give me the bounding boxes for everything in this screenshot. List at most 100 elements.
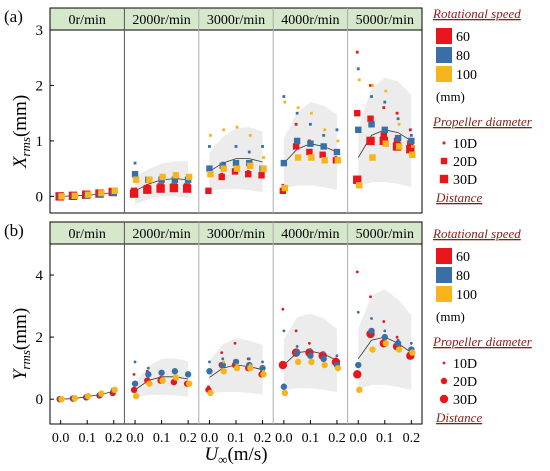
data-point: [208, 360, 211, 364]
data-point: [281, 184, 289, 192]
data-point: [322, 133, 326, 137]
legend-distance-marker: [442, 141, 446, 145]
legend-distance-label: 30D: [453, 393, 477, 408]
data-point: [235, 125, 239, 129]
data-point: [307, 140, 314, 147]
data-point: [383, 100, 387, 104]
data-point: [233, 165, 241, 172]
data-point: [222, 128, 226, 132]
data-point: [370, 95, 373, 98]
data-point: [408, 128, 412, 132]
data-point: [184, 371, 192, 378]
y-tick-label: 2: [36, 330, 44, 346]
data-point: [381, 126, 388, 134]
data-point: [247, 364, 254, 372]
data-point: [296, 106, 300, 110]
speed-header: 0r/min: [69, 227, 106, 242]
data-point: [132, 372, 136, 376]
data-point: [146, 366, 150, 370]
data-point: [185, 173, 193, 181]
legend-diameter-label: 100: [456, 288, 477, 303]
data-point: [396, 117, 400, 121]
legend-a: Rotational speed 60 80 100 (mm) Propeller dia…: [432, 6, 533, 205]
legend-rotational-title: Rotational speed: [432, 226, 521, 241]
legend-swatch: [436, 286, 452, 302]
data-point: [281, 389, 289, 397]
data-point: [380, 132, 387, 139]
legend-swatch: [436, 248, 452, 264]
speed-header: 3000r/min: [207, 13, 265, 28]
data-point: [355, 270, 359, 274]
data-point: [382, 140, 389, 147]
data-point: [369, 295, 372, 299]
data-point: [370, 317, 373, 320]
data-point: [98, 390, 105, 397]
panel-label: (a): [4, 7, 23, 26]
y-axis-label: Yrms(mm): [10, 308, 33, 380]
data-point: [334, 364, 342, 372]
data-point: [382, 340, 389, 347]
legend-diameter-label: 60: [456, 250, 470, 265]
data-point: [308, 341, 311, 345]
data-point: [130, 386, 138, 394]
data-point: [357, 78, 361, 82]
data-point: [369, 154, 376, 161]
data-point: [395, 143, 403, 150]
data-point: [371, 84, 374, 87]
data-point: [395, 111, 399, 115]
y-tick-label: 1: [36, 134, 44, 150]
data-point: [355, 361, 362, 369]
x-tick-label: 0.0: [52, 431, 70, 446]
x-axis-label: U∞(m/s): [204, 444, 267, 467]
data-point: [220, 368, 227, 375]
data-point: [356, 386, 363, 394]
data-point: [395, 346, 403, 353]
data-point: [369, 84, 372, 87]
data-point: [410, 145, 414, 148]
speed-header: 2000r/min: [132, 13, 190, 28]
data-point: [394, 134, 402, 142]
data-point: [309, 348, 312, 351]
data-point: [85, 392, 92, 400]
x-tick-label: 0.1: [376, 431, 394, 446]
speed-header: 3000r/min: [207, 227, 265, 242]
header-band: [49, 221, 423, 245]
data-point: [58, 395, 65, 403]
data-point: [172, 374, 180, 381]
data-point: [323, 128, 327, 132]
data-point: [259, 364, 266, 372]
legend-propeller-title: Propeller diameter: [432, 334, 533, 349]
data-point: [209, 133, 212, 137]
data-point: [218, 173, 225, 181]
data-point: [294, 122, 298, 126]
data-point: [221, 357, 225, 361]
data-point: [409, 349, 416, 356]
data-point: [335, 128, 339, 132]
data-point: [280, 383, 288, 390]
data-point: [247, 150, 251, 154]
panel-b: 0r/min 2000r/min 3000r/min 4000r/min 5000r/m…: [4, 221, 423, 425]
data-point: [353, 175, 362, 184]
data-point: [247, 162, 254, 170]
data-point: [369, 346, 376, 353]
x-tick-label: 0.2: [179, 431, 197, 446]
data-point: [384, 89, 388, 93]
data-point: [219, 361, 226, 369]
data-point: [145, 371, 152, 378]
panel-a: 0r/min 2000r/min 3000r/min 4000r/min 5000r/m…: [4, 7, 423, 214]
data-point: [409, 133, 413, 137]
speed-header: 0r/min: [69, 13, 106, 28]
data-point: [294, 154, 302, 161]
data-point: [406, 145, 415, 154]
data-point: [334, 157, 342, 164]
data-point: [335, 354, 339, 358]
x-tick-label: 0.1: [302, 431, 320, 446]
legend-distance-label: 10D: [453, 357, 477, 372]
x-tick-label: 0.1: [227, 431, 245, 446]
data-point: [383, 329, 387, 333]
data-point: [333, 148, 341, 156]
header-band: [49, 7, 423, 31]
x-tick-label: 0.0: [201, 431, 219, 446]
data-point: [356, 67, 360, 71]
data-point: [207, 170, 214, 178]
